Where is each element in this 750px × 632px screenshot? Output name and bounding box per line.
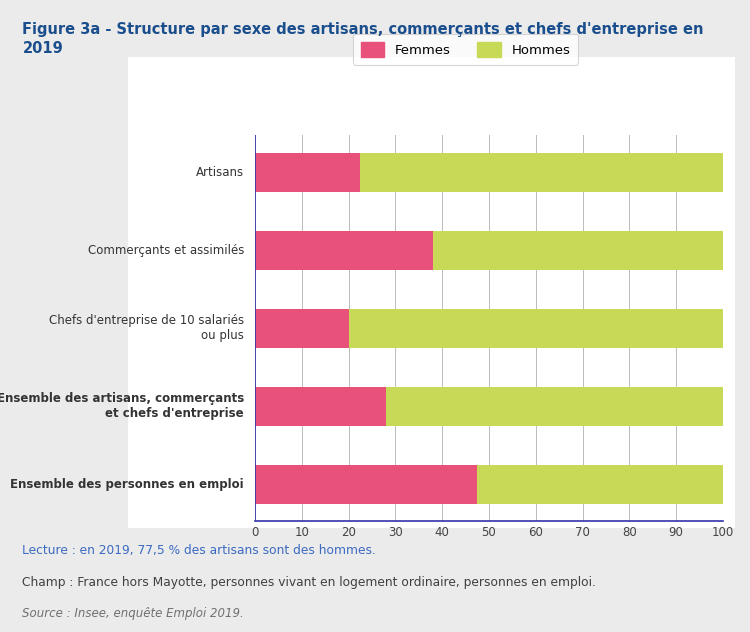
Bar: [477, 465, 723, 504]
Bar: [255, 309, 349, 348]
Bar: [255, 465, 477, 504]
Legend: Femmes, Hommes: Femmes, Hommes: [352, 33, 578, 65]
Text: Source : Insee, enquête Emploi 2019.: Source : Insee, enquête Emploi 2019.: [22, 607, 245, 620]
Text: Champ : France hors Mayotte, personnes vivant en logement ordinaire, personnes e: Champ : France hors Mayotte, personnes v…: [22, 576, 596, 590]
Text: 2019: 2019: [22, 41, 63, 56]
Bar: [255, 231, 433, 270]
Text: Lecture : en 2019, 77,5 % des artisans sont des hommes.: Lecture : en 2019, 77,5 % des artisans s…: [22, 544, 376, 557]
Bar: [255, 153, 360, 192]
Bar: [255, 387, 386, 426]
Text: Figure 3a - Structure par sexe des artisans, commerçants et chefs d'entreprise e: Figure 3a - Structure par sexe des artis…: [22, 22, 704, 37]
Bar: [386, 387, 723, 426]
Bar: [433, 231, 723, 270]
Bar: [360, 153, 723, 192]
Bar: [349, 309, 723, 348]
